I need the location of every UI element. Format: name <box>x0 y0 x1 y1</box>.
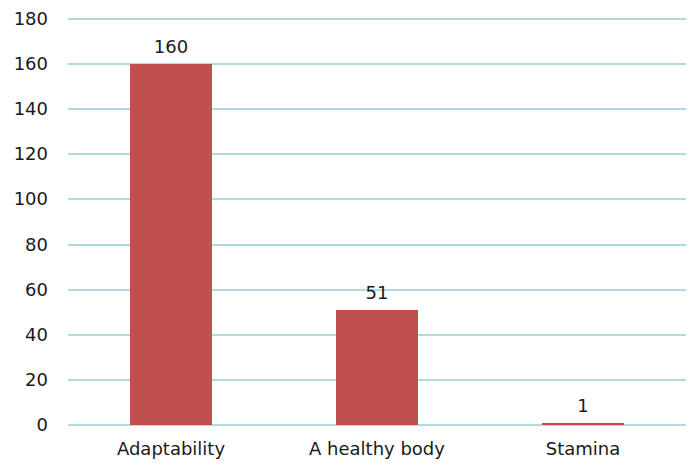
bar-a-healthy-body <box>336 310 418 425</box>
y-tick-label: 100 <box>0 188 48 210</box>
x-category-label: Stamina <box>546 438 621 460</box>
bar-adaptability <box>130 64 212 425</box>
data-label: 51 <box>366 283 389 303</box>
bar-chart: 0 20 40 60 80 100 120 140 160 180 160 51 1 Adaptabi… <box>0 0 700 473</box>
y-tick-label: 0 <box>0 414 48 436</box>
y-tick-label: 140 <box>0 98 48 120</box>
y-tick-label: 160 <box>0 53 48 75</box>
x-category-label: Adaptability <box>117 438 225 460</box>
y-tick-label: 20 <box>0 369 48 391</box>
y-tick-label: 40 <box>0 324 48 346</box>
data-label: 160 <box>154 37 188 57</box>
x-category-label: A healthy body <box>309 438 445 460</box>
y-tick-label: 120 <box>0 143 48 165</box>
y-tick-label: 60 <box>0 279 48 301</box>
bar-stamina <box>542 423 624 425</box>
y-tick-label: 180 <box>0 8 48 30</box>
data-label: 1 <box>577 396 588 416</box>
gridline-y-180 <box>68 18 686 20</box>
y-tick-label: 80 <box>0 234 48 256</box>
